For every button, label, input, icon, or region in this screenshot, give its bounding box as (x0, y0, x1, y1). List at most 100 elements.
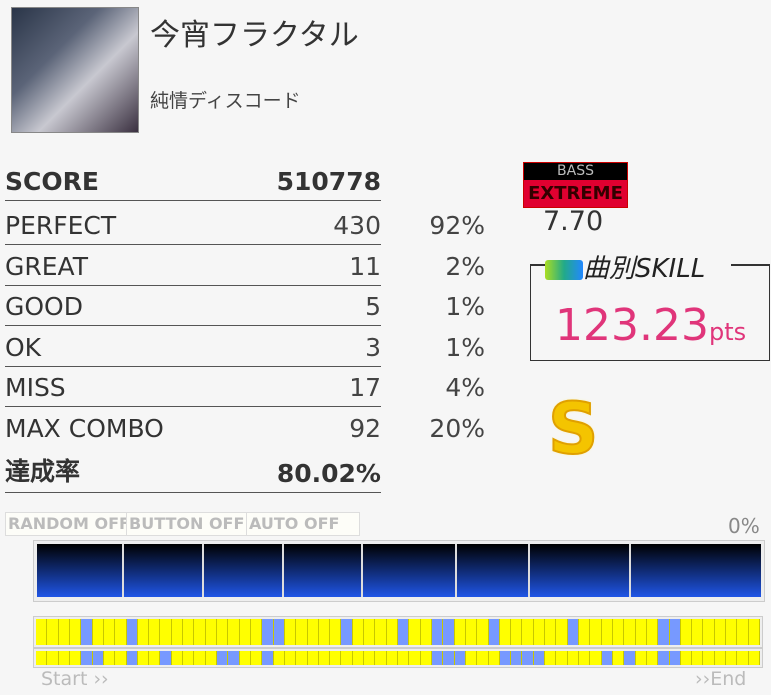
lane-cell-hit (545, 651, 557, 665)
judgement-row: MISS 17 4% (5, 366, 485, 407)
lane-cell-hit (533, 619, 546, 645)
lane-cell-hit (465, 651, 478, 665)
lane-cell-hit (137, 619, 150, 645)
judgement-count: 430 (333, 211, 381, 240)
judgement-count: 5 (365, 292, 381, 321)
judgement-count: 92 (349, 413, 381, 443)
lane-cell-hit (115, 651, 127, 665)
judgement-label: OK (5, 332, 42, 362)
song-artist: 純情ディスコード (150, 90, 301, 112)
lane-cell-hit (239, 619, 251, 645)
lane-cell-hit (545, 619, 557, 645)
lane-cell-hit (115, 619, 127, 645)
lane-cell-hit (228, 619, 240, 645)
lane-cell-hit (703, 619, 715, 645)
lane-cell-hit (579, 619, 591, 645)
random-option: RANDOM OFF (5, 512, 133, 536)
lane-cell-hit (250, 651, 263, 665)
lane-cell-miss (217, 651, 229, 665)
lane-cell-hit (375, 651, 387, 665)
lane-cell-hit (103, 619, 116, 645)
judgement-label: MAX COMBO (5, 413, 164, 443)
lane-cell-miss (398, 619, 410, 645)
lane-cell-hit (273, 651, 285, 665)
lane-cell-miss (273, 619, 285, 645)
lane-cell-hit (217, 619, 229, 645)
lane-cell-hit (748, 651, 760, 665)
judgement-label: PERFECT (5, 211, 117, 240)
skill-points: 123.23 (555, 300, 709, 351)
skill-logo-icon (545, 259, 583, 280)
lane-cell-hit (284, 619, 297, 645)
lane-cell-hit (420, 619, 432, 645)
lane-cell-hit (58, 619, 70, 645)
lane-cell-hit (646, 651, 659, 665)
lane-cell-hit (171, 651, 184, 665)
lane-cell-miss (511, 651, 523, 665)
lane-cell-hit (307, 619, 319, 645)
skill-unit: pts (708, 318, 747, 346)
lane-cell-hit (477, 651, 489, 665)
lane-cell-hit (556, 651, 568, 665)
lane-cell-miss (126, 651, 138, 665)
lane-cell-miss (160, 651, 172, 665)
judgement-percent: 1% (445, 332, 485, 362)
judgement-row: OK 3 1% (5, 326, 485, 367)
achievement-row: 達成率 80.02% (5, 448, 381, 493)
lane-cell-hit (692, 651, 704, 665)
lane-cell-hit (556, 619, 568, 645)
lane-cell-miss (454, 651, 466, 665)
graph-percent: 0% (728, 514, 760, 538)
lane-cell-miss (522, 651, 534, 665)
judgement-count: 3 (365, 332, 381, 362)
lane-cell-miss (669, 651, 681, 665)
lane-cell-hit (692, 619, 704, 645)
lane-cell-hit (69, 651, 82, 665)
lane-cell-hit (364, 651, 376, 665)
lane-row-2 (33, 648, 763, 668)
lane-cell-hit (137, 651, 150, 665)
score-value: 510778 (276, 167, 381, 196)
lane-cell-hit (194, 651, 206, 665)
lane-cell-hit (58, 651, 70, 665)
judgement-row: MAX COMBO 92 20% (5, 407, 485, 447)
lane-cell-hit (36, 651, 48, 665)
graph-divider (455, 544, 457, 597)
lane-cell-hit (149, 619, 161, 645)
lane-cell-hit (590, 651, 602, 665)
judgement-row: GREAT 11 2% (5, 245, 485, 286)
button-option: BUTTON OFF (126, 512, 248, 536)
timeline-start: Start ›› (41, 668, 109, 690)
lane-cell-hit (352, 651, 365, 665)
skill-header-text: 曲別SKILL (583, 254, 706, 284)
lane-cell-miss (228, 651, 240, 665)
lane-cell-miss (92, 651, 104, 665)
lane-cell-hit (579, 651, 591, 665)
lane-cell-hit (680, 619, 693, 645)
lane-cell-hit (183, 619, 195, 645)
lane-cell-hit (477, 619, 489, 645)
lane-cell-hit (341, 651, 353, 665)
lane-cell-miss (624, 651, 636, 665)
skill-value: 123.23pts (555, 300, 746, 351)
graph-divider (122, 544, 124, 597)
lane-cell-miss (499, 651, 512, 665)
difficulty-badge: BASS EXTREME (523, 162, 628, 208)
lane-cell-hit (511, 619, 523, 645)
lane-cell-hit (454, 619, 466, 645)
lane-cell-miss (488, 619, 500, 645)
judgement-percent: 20% (429, 413, 485, 443)
achievement-value: 80.02% (276, 459, 381, 488)
lane-cell-hit (522, 619, 534, 645)
lane-cell-hit (714, 619, 727, 645)
skill-header: 曲別SKILL (545, 248, 705, 285)
difficulty-label: EXTREME (524, 180, 627, 207)
lane-row-1 (33, 616, 763, 648)
lane-cell-hit (398, 651, 410, 665)
rank-icon: S (547, 387, 599, 471)
song-title: 今宵フラクタル (150, 18, 359, 53)
lane-cell-miss (658, 651, 670, 665)
lane-cell-hit (352, 619, 365, 645)
lane-cell-miss (431, 651, 444, 665)
performance-graph (33, 540, 765, 602)
